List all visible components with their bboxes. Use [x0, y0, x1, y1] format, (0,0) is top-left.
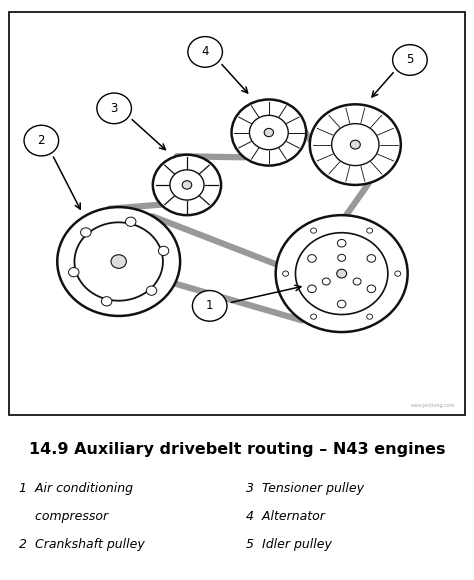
Ellipse shape: [264, 128, 273, 137]
Ellipse shape: [332, 124, 379, 165]
Ellipse shape: [81, 228, 91, 237]
Text: 4: 4: [201, 45, 209, 59]
Ellipse shape: [395, 271, 401, 276]
Ellipse shape: [101, 297, 112, 306]
Text: 1: 1: [206, 299, 213, 313]
Ellipse shape: [337, 254, 346, 262]
Ellipse shape: [310, 314, 317, 319]
Text: www.jectiong.com: www.jectiong.com: [410, 403, 455, 408]
Ellipse shape: [310, 104, 401, 185]
Ellipse shape: [182, 181, 191, 189]
Text: 2: 2: [37, 134, 45, 147]
Ellipse shape: [322, 278, 330, 285]
Ellipse shape: [295, 233, 388, 314]
Ellipse shape: [337, 269, 346, 278]
Ellipse shape: [249, 115, 288, 150]
Ellipse shape: [367, 228, 373, 233]
Ellipse shape: [392, 45, 427, 75]
Ellipse shape: [367, 255, 376, 262]
Ellipse shape: [283, 271, 289, 276]
Text: 1  Air conditioning: 1 Air conditioning: [19, 482, 133, 495]
Text: 2  Crankshaft pulley: 2 Crankshaft pulley: [19, 538, 145, 550]
Ellipse shape: [97, 93, 131, 124]
Ellipse shape: [170, 170, 204, 200]
Ellipse shape: [337, 300, 346, 308]
Ellipse shape: [308, 285, 316, 293]
Ellipse shape: [74, 222, 163, 300]
Ellipse shape: [24, 125, 59, 156]
Ellipse shape: [350, 140, 360, 149]
Text: 5: 5: [406, 53, 414, 67]
Ellipse shape: [111, 255, 127, 269]
Ellipse shape: [276, 215, 408, 332]
Ellipse shape: [188, 37, 222, 67]
Ellipse shape: [192, 291, 227, 321]
Text: 14.9 Auxiliary drivebelt routing – N43 engines: 14.9 Auxiliary drivebelt routing – N43 e…: [29, 442, 445, 457]
Ellipse shape: [231, 100, 306, 165]
Ellipse shape: [146, 286, 157, 295]
Text: 4  Alternator: 4 Alternator: [246, 510, 325, 523]
Text: 3  Tensioner pulley: 3 Tensioner pulley: [246, 482, 365, 495]
Ellipse shape: [353, 278, 361, 285]
Text: 3: 3: [110, 102, 118, 115]
Ellipse shape: [367, 285, 376, 293]
Ellipse shape: [310, 228, 317, 233]
Ellipse shape: [367, 314, 373, 319]
Ellipse shape: [69, 267, 79, 277]
Ellipse shape: [153, 155, 221, 215]
Ellipse shape: [308, 255, 316, 262]
Text: compressor: compressor: [19, 510, 108, 523]
Ellipse shape: [126, 217, 136, 226]
Text: 5  Idler pulley: 5 Idler pulley: [246, 538, 332, 550]
Bar: [9, 12, 465, 415]
Ellipse shape: [337, 240, 346, 247]
Ellipse shape: [57, 207, 180, 316]
Ellipse shape: [158, 246, 169, 255]
